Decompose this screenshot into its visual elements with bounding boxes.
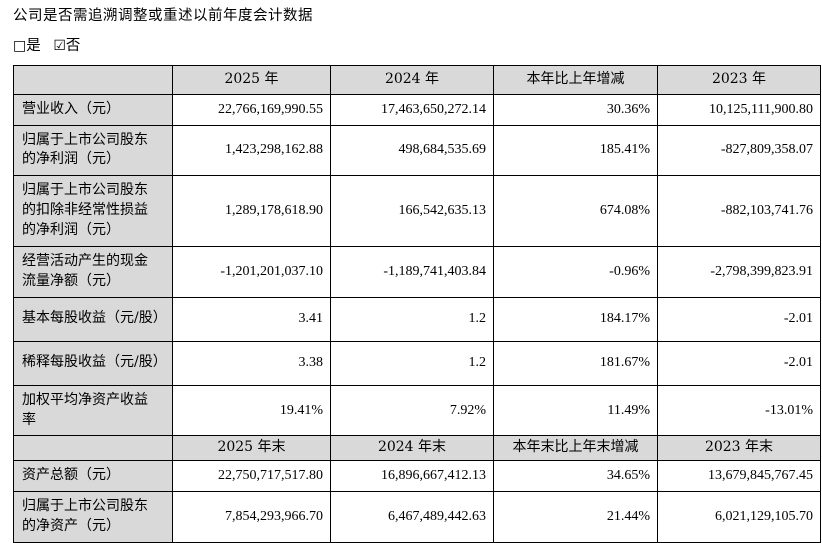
col-header-change-end: 本年末比上年末增减 bbox=[493, 435, 658, 462]
value-change: -0.96% bbox=[493, 245, 658, 298]
table-row-operating-cash-flow: 经营活动产生的现金流量净额（元） -1,201,201,037.10 -1,18… bbox=[13, 245, 821, 298]
row-label: 归属于上市公司股东的净利润（元） bbox=[13, 124, 173, 177]
table-row-weighted-avg-roe: 加权平均净资产收益率 19.41% 7.92% 11.49% -13.01% bbox=[13, 384, 821, 437]
row-label: 资产总额（元） bbox=[13, 460, 173, 493]
value-2025: 3.41 bbox=[172, 296, 331, 342]
value-2024: -1,189,741,403.84 bbox=[330, 245, 494, 298]
value-2024: 6,467,489,442.63 bbox=[330, 491, 494, 543]
value-change: 181.67% bbox=[493, 340, 658, 386]
value-2025: 22,766,169,990.55 bbox=[172, 93, 331, 126]
annual-header-row: 2025 年 2024 年 本年比上年增减 2023 年 bbox=[13, 64, 821, 95]
yearend-header-row: 2025 年末 2024 年末 本年末比上年末增减 2023 年末 bbox=[13, 435, 821, 462]
col-header-2024: 2024 年 bbox=[330, 64, 494, 95]
value-2023: -882,103,741.76 bbox=[657, 175, 821, 247]
corner-cell bbox=[13, 64, 173, 95]
col-header-2023: 2023 年 bbox=[657, 64, 821, 95]
value-2024: 498,684,535.69 bbox=[330, 124, 494, 177]
value-2024: 7.92% bbox=[330, 384, 494, 437]
col-header-change: 本年比上年增减 bbox=[493, 64, 658, 95]
value-change: 30.36% bbox=[493, 93, 658, 126]
table-row-basic-eps: 基本每股收益（元/股） 3.41 1.2 184.17% -2.01 bbox=[13, 296, 821, 342]
value-2023: 10,125,111,900.80 bbox=[657, 93, 821, 126]
value-change: 185.41% bbox=[493, 124, 658, 177]
value-2024: 16,896,667,412.13 bbox=[330, 460, 494, 493]
value-2024: 166,542,635.13 bbox=[330, 175, 494, 247]
value-2025: 3.38 bbox=[172, 340, 331, 386]
row-label: 营业收入（元） bbox=[13, 93, 173, 126]
value-2024: 17,463,650,272.14 bbox=[330, 93, 494, 126]
value-change: 184.17% bbox=[493, 296, 658, 342]
option-yes-label: 是 bbox=[26, 38, 41, 55]
value-change: 21.44% bbox=[493, 491, 658, 543]
value-2023: -2.01 bbox=[657, 296, 821, 342]
key-accounting-data-table: 2025 年 2024 年 本年比上年增减 2023 年 营业收入（元） 22,… bbox=[13, 64, 821, 543]
col-header-2025-end: 2025 年末 bbox=[172, 435, 331, 462]
retroactive-adjustment-options: □是 ☑否 bbox=[13, 38, 820, 55]
value-2024: 1.2 bbox=[330, 296, 494, 342]
table-row-net-assets: 归属于上市公司股东的净资产（元） 7,854,293,966.70 6,467,… bbox=[13, 491, 821, 543]
value-change: 34.65% bbox=[493, 460, 658, 493]
value-2024: 1.2 bbox=[330, 340, 494, 386]
table-row-total-assets: 资产总额（元） 22,750,717,517.80 16,896,667,412… bbox=[13, 460, 821, 493]
value-2025: -1,201,201,037.10 bbox=[172, 245, 331, 298]
table-row-diluted-eps: 稀释每股收益（元/股） 3.38 1.2 181.67% -2.01 bbox=[13, 340, 821, 386]
value-2025: 7,854,293,966.70 bbox=[172, 491, 331, 543]
table-row-revenue: 营业收入（元） 22,766,169,990.55 17,463,650,272… bbox=[13, 93, 821, 126]
value-2023: 6,021,129,105.70 bbox=[657, 491, 821, 543]
option-yes[interactable]: □是 bbox=[13, 38, 41, 54]
row-label: 归属于上市公司股东的扣除非经常性损益的净利润（元） bbox=[13, 175, 173, 247]
value-2023: -13.01% bbox=[657, 384, 821, 437]
checkbox-checked-icon[interactable]: ☑ bbox=[53, 38, 66, 55]
section-question: 公司是否需追溯调整或重述以前年度会计数据 bbox=[13, 8, 313, 24]
option-no-label: 否 bbox=[65, 38, 81, 55]
row-label: 稀释每股收益（元/股） bbox=[13, 340, 173, 386]
row-label: 归属于上市公司股东的净资产（元） bbox=[13, 491, 173, 543]
value-change: 11.49% bbox=[493, 384, 658, 437]
table-row-net-profit: 归属于上市公司股东的净利润（元） 1,423,298,162.88 498,68… bbox=[13, 124, 821, 177]
col-header-2025: 2025 年 bbox=[172, 64, 331, 95]
row-label: 经营活动产生的现金流量净额（元） bbox=[13, 245, 173, 298]
value-2023: -2.01 bbox=[657, 340, 821, 386]
checkbox-unchecked-icon[interactable]: □ bbox=[13, 38, 27, 55]
value-2025: 19.41% bbox=[172, 384, 331, 437]
value-2023: 13,679,845,767.45 bbox=[657, 460, 821, 493]
value-2025: 1,289,178,618.90 bbox=[172, 175, 331, 247]
option-no[interactable]: ☑否 bbox=[53, 38, 80, 54]
row-label: 加权平均净资产收益率 bbox=[13, 384, 173, 437]
corner-cell bbox=[13, 435, 173, 462]
col-header-2023-end: 2023 年末 bbox=[657, 435, 821, 462]
value-change: 674.08% bbox=[493, 175, 658, 247]
table-row-net-profit-excl-nonrecurring: 归属于上市公司股东的扣除非经常性损益的净利润（元） 1,289,178,618.… bbox=[13, 175, 821, 247]
col-header-2024-end: 2024 年末 bbox=[330, 435, 494, 462]
value-2025: 1,423,298,162.88 bbox=[172, 124, 331, 177]
value-2023: -2,798,399,823.91 bbox=[657, 245, 821, 298]
value-2023: -827,809,358.07 bbox=[657, 124, 821, 177]
row-label: 基本每股收益（元/股） bbox=[13, 296, 173, 342]
value-2025: 22,750,717,517.80 bbox=[172, 460, 331, 493]
